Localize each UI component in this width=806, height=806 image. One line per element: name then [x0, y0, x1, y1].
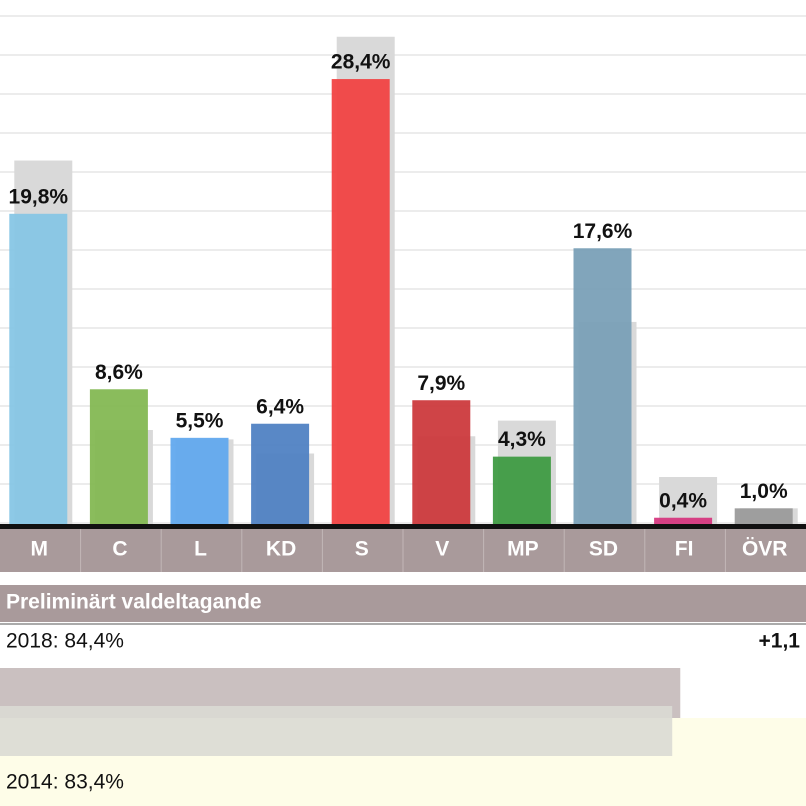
turnout-label: 2014: 83,4% [6, 771, 124, 794]
value-label: 19,8% [9, 185, 69, 208]
baseline [0, 524, 806, 529]
previous-bar [659, 477, 718, 524]
bar [331, 79, 390, 525]
category-label: ÖVR [742, 538, 788, 561]
bar [734, 508, 793, 524]
bar [492, 456, 551, 524]
value-label: 28,4% [331, 51, 391, 74]
category-label: FI [675, 538, 694, 561]
turnout-title: Preliminärt valdeltagande [6, 591, 262, 614]
category-label: KD [266, 538, 296, 561]
chart: 19,8% 8,6% 5,5% 6,4% 28,4% 7,9% 4,3% 17,6% 0,4% 1… [9, 36, 798, 525]
value-label: 8,6% [95, 361, 143, 384]
value-label: 4,3% [498, 428, 546, 451]
bar [89, 389, 148, 524]
category-label: S [355, 538, 369, 561]
bar [573, 248, 632, 524]
turnout-bars: 2018: 84,4% 2014: 83,4% [0, 630, 681, 794]
turnout-change: +1,1 [759, 630, 801, 653]
bar [412, 400, 471, 524]
category-label: V [435, 538, 449, 561]
value-label: 1,0% [740, 480, 788, 503]
value-label: 0,4% [659, 489, 707, 512]
value-label: 17,6% [573, 220, 633, 243]
category-label: SD [589, 538, 618, 561]
bar [9, 213, 68, 525]
category-labels: M C L KD S V MP SD FI ÖVR [31, 529, 788, 572]
value-label: 6,4% [256, 395, 304, 418]
turnout-bar [0, 706, 673, 756]
value-label: 5,5% [176, 409, 224, 432]
value-label: 7,9% [417, 372, 465, 395]
category-label: C [112, 538, 127, 561]
category-label: MP [507, 538, 539, 561]
turnout-header [0, 585, 806, 622]
category-label: L [194, 538, 207, 561]
turnout-label: 2018: 84,4% [6, 630, 124, 653]
category-label: M [31, 538, 49, 561]
bar [251, 423, 310, 524]
grid [0, 15, 806, 524]
bar [170, 437, 229, 524]
bar [654, 517, 713, 524]
